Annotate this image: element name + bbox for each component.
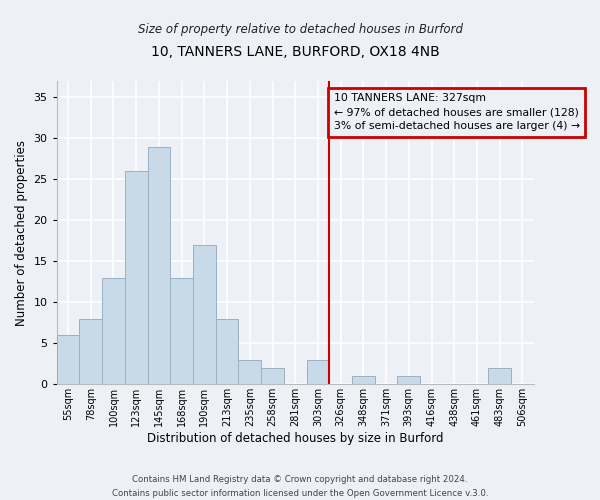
Bar — [148, 146, 170, 384]
Bar — [57, 335, 79, 384]
Bar — [352, 376, 375, 384]
Bar — [102, 278, 125, 384]
Y-axis label: Number of detached properties: Number of detached properties — [15, 140, 28, 326]
Bar — [307, 360, 329, 384]
Text: Contains HM Land Registry data © Crown copyright and database right 2024.
Contai: Contains HM Land Registry data © Crown c… — [112, 476, 488, 498]
Bar — [79, 318, 102, 384]
Bar — [261, 368, 284, 384]
Text: 10 TANNERS LANE: 327sqm
← 97% of detached houses are smaller (128)
3% of semi-de: 10 TANNERS LANE: 327sqm ← 97% of detache… — [334, 94, 580, 132]
Bar — [488, 368, 511, 384]
Bar — [170, 278, 193, 384]
Bar — [216, 318, 238, 384]
X-axis label: Distribution of detached houses by size in Burford: Distribution of detached houses by size … — [147, 432, 443, 445]
Title: 10, TANNERS LANE, BURFORD, OX18 4NB: 10, TANNERS LANE, BURFORD, OX18 4NB — [151, 45, 440, 59]
Text: Size of property relative to detached houses in Burford: Size of property relative to detached ho… — [137, 22, 463, 36]
Bar — [193, 245, 216, 384]
Bar — [125, 171, 148, 384]
Bar — [397, 376, 420, 384]
Bar — [238, 360, 261, 384]
